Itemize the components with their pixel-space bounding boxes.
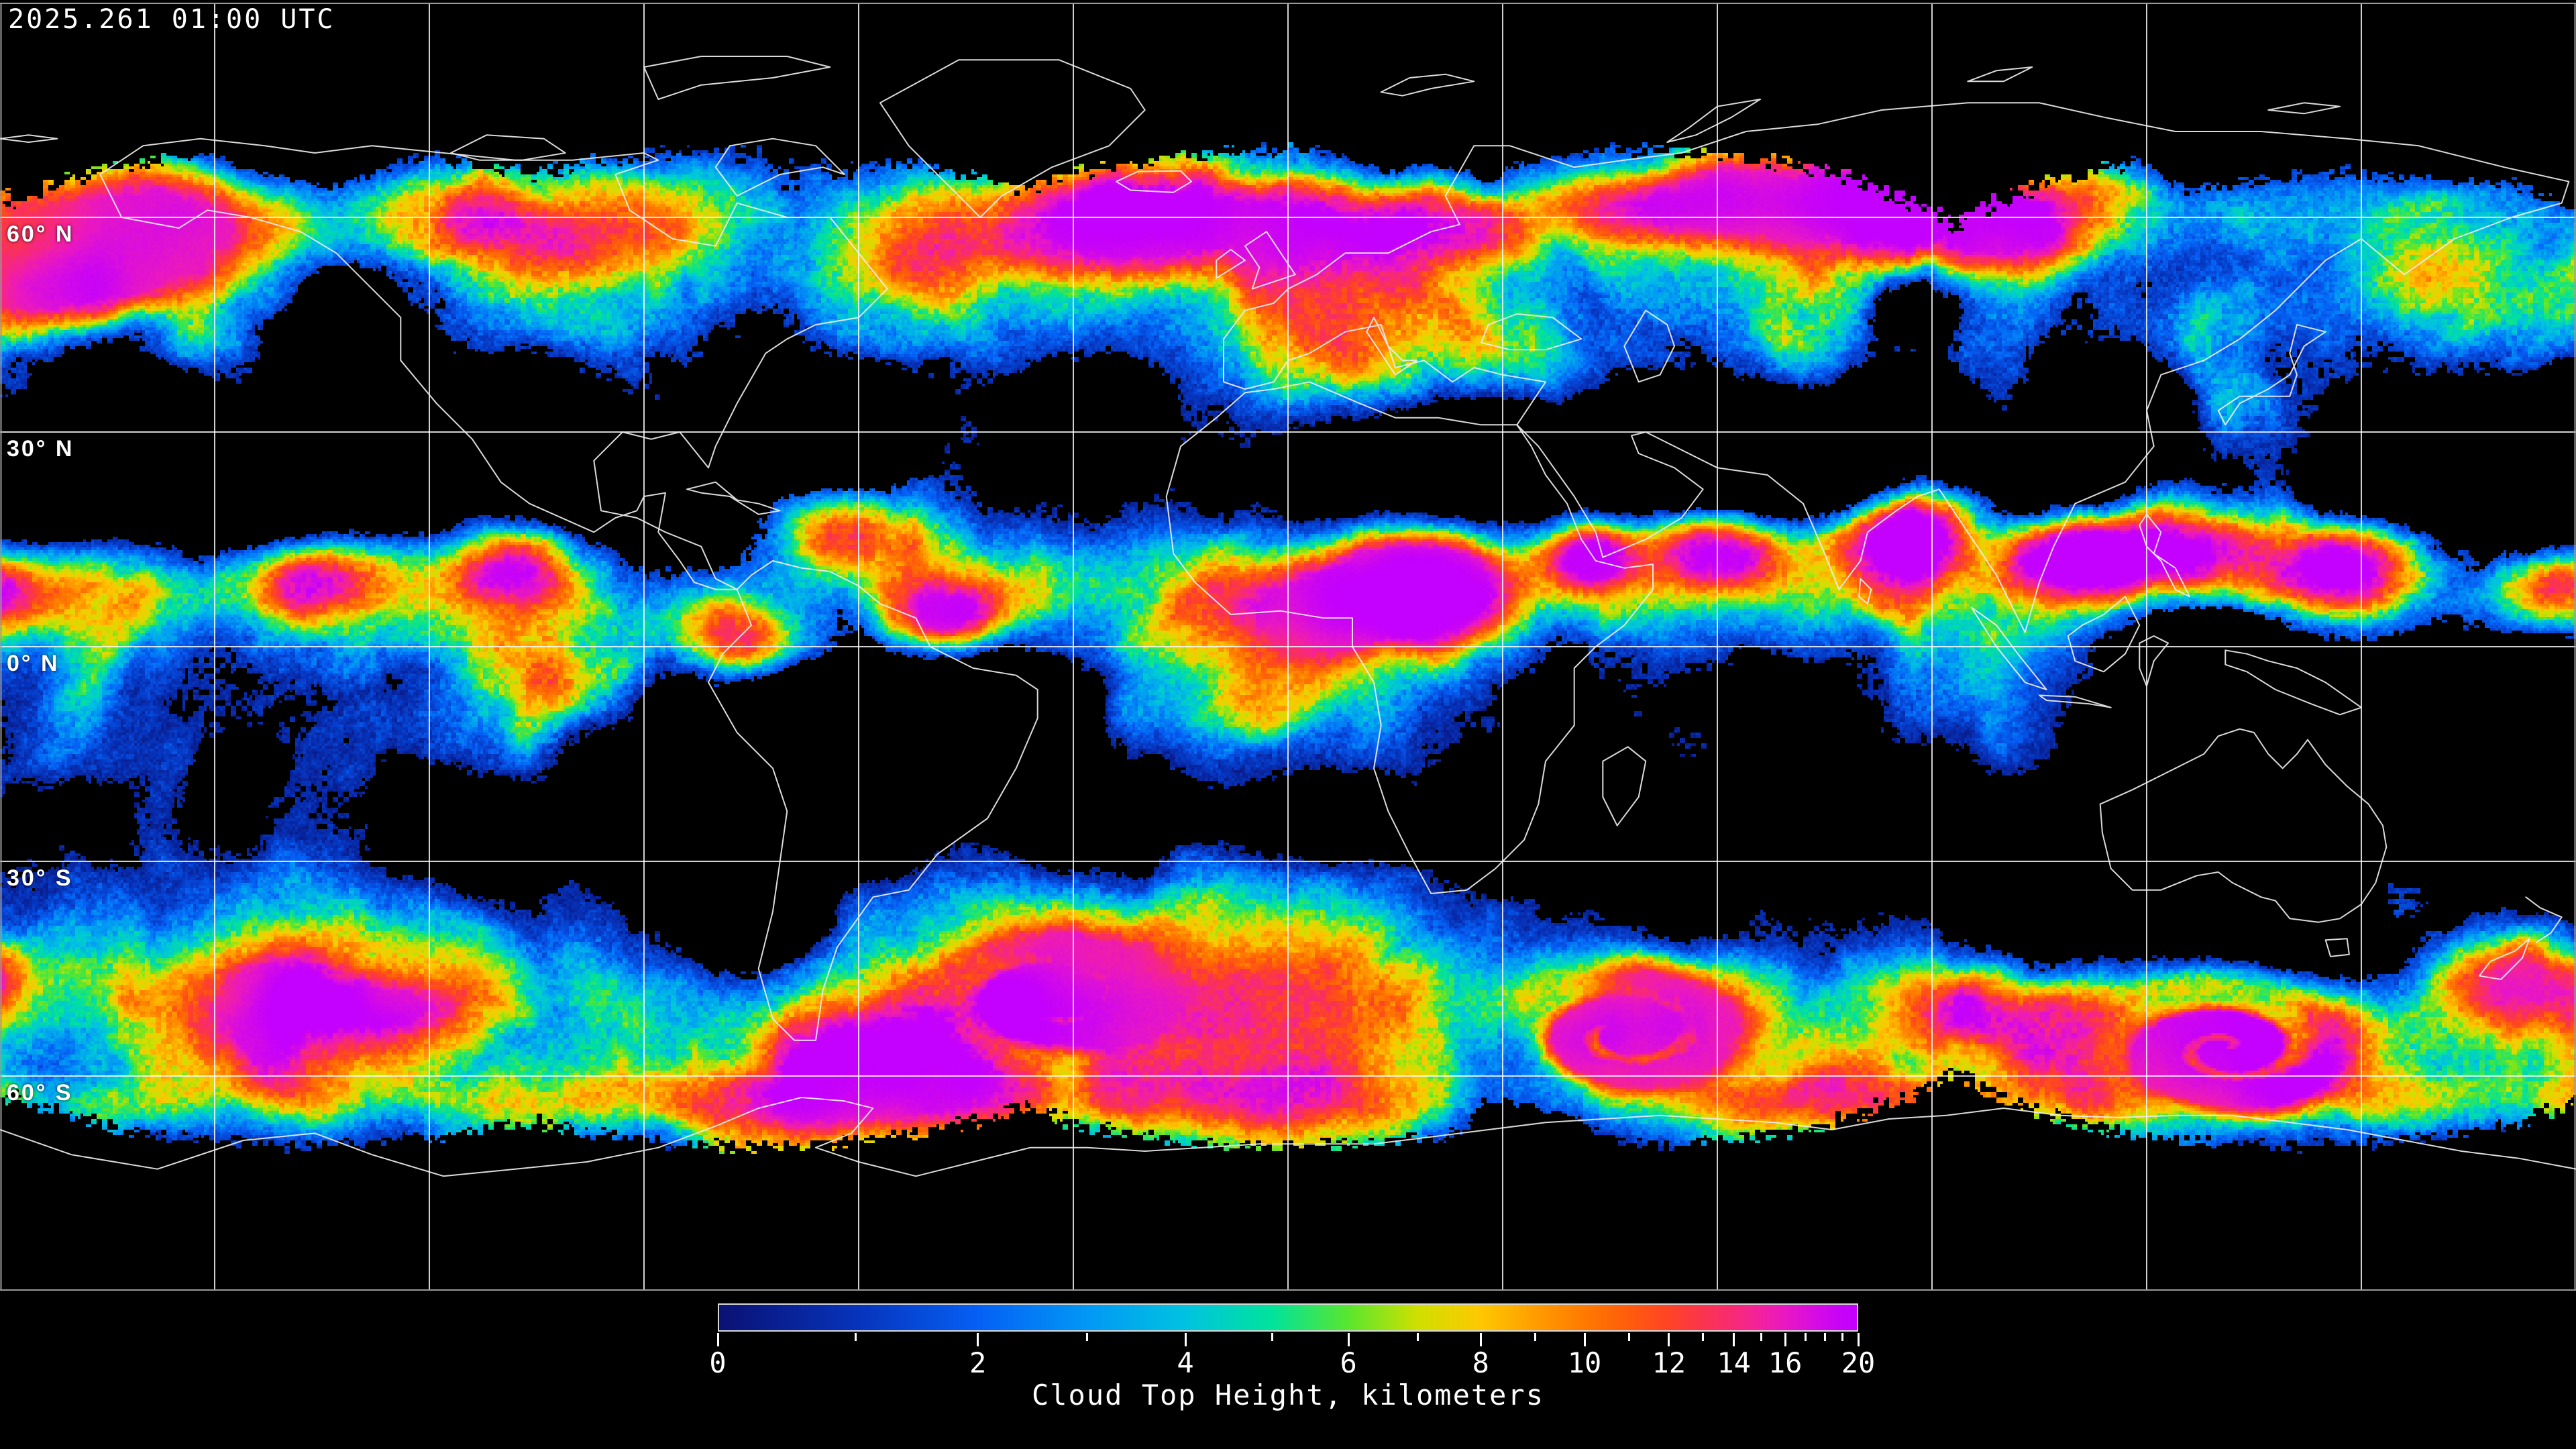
latitude-label: 60° N <box>7 221 74 247</box>
latitude-label: 60° S <box>7 1080 73 1106</box>
colorbar-tick-label: 4 <box>1177 1346 1194 1379</box>
colorbar-minor-tick <box>1086 1333 1089 1341</box>
colorbar-tick-label: 2 <box>969 1346 987 1379</box>
colorbar-tick <box>1668 1333 1670 1346</box>
colorbar-tick-label: 12 <box>1652 1346 1686 1379</box>
latitude-label: 30° S <box>7 865 73 891</box>
colorbar-minor-tick <box>1627 1333 1630 1341</box>
colorbar-minor-tick <box>855 1333 857 1341</box>
colorbar-tick <box>1479 1333 1482 1346</box>
colorbar-minor-tick <box>1534 1333 1537 1341</box>
latitude-label: 0° N <box>7 651 60 676</box>
colorbar-tick-label: 20 <box>1841 1346 1876 1379</box>
colorbar-minor-tick <box>1417 1333 1419 1341</box>
colorbar-tick <box>1184 1333 1187 1346</box>
colorbar-minor-tick <box>1805 1333 1807 1341</box>
colorbar-tick <box>716 1333 719 1346</box>
colorbar-minor-tick <box>1824 1333 1827 1341</box>
color-scale-legend: 0 2 4 6 8 10 12 14 16 20 Cloud Top Height, kilome… <box>709 1303 1875 1411</box>
colorbar-tick <box>1347 1333 1350 1346</box>
timestamp: 2025.261 01:00 UTC <box>8 4 335 35</box>
colorbar-tick-label: 16 <box>1768 1346 1803 1379</box>
satellite-cloud-composite <box>0 3 2576 1291</box>
colorbar-tick-label: 14 <box>1717 1346 1751 1379</box>
colorbar-tick-label: 0 <box>709 1346 727 1379</box>
colorbar-tick-label: 10 <box>1567 1346 1602 1379</box>
colorbar-tick <box>1784 1333 1786 1346</box>
colorbar-tick <box>977 1333 979 1346</box>
colorbar-tick <box>1733 1333 1735 1346</box>
colorbar-tick-label: 6 <box>1340 1346 1357 1379</box>
colorbar-title: Cloud Top Height, kilometers <box>1031 1379 1544 1411</box>
colorbar-tick <box>1857 1333 1860 1346</box>
colorbar-minor-tick <box>1702 1333 1705 1341</box>
colorbar-tick <box>1583 1333 1586 1346</box>
colorbar-minor-tick <box>1841 1333 1843 1341</box>
colorbar-minor-tick <box>1271 1333 1273 1341</box>
colorbar-tick-label: 8 <box>1472 1346 1489 1379</box>
colorbar-minor-tick <box>1760 1333 1762 1341</box>
colorbar-gradient <box>718 1303 1858 1332</box>
latitude-label: 30° N <box>7 436 74 462</box>
